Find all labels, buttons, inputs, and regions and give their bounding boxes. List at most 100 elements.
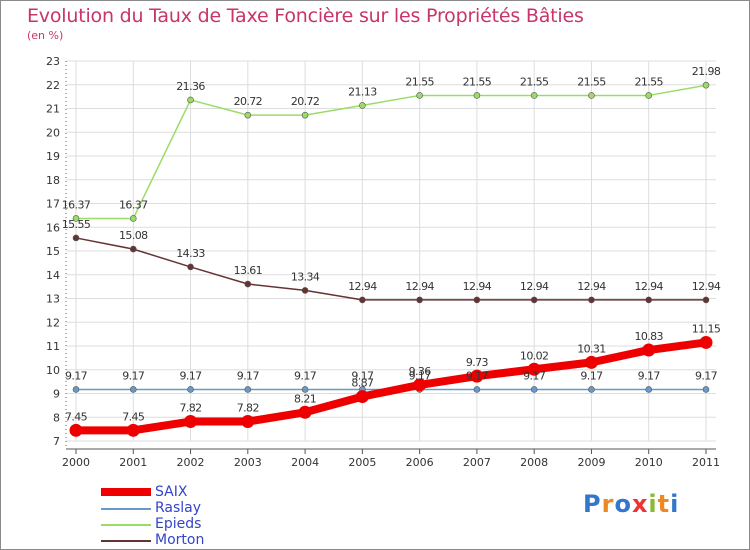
x-tick-label: 2005 — [348, 456, 376, 469]
unit-label: (en %) — [27, 29, 64, 42]
y-tick-label: 16 — [46, 221, 60, 234]
data-label-morton: 12.94 — [348, 280, 377, 293]
legend-label-epieds: Epieds — [155, 516, 202, 532]
data-label-morton: 12.94 — [405, 280, 434, 293]
data-point-raslay — [645, 386, 653, 393]
data-point-saix — [642, 343, 656, 357]
data-point-raslay — [72, 386, 80, 393]
data-label-saix: 7.82 — [179, 402, 201, 415]
legend-swatch-epieds — [101, 524, 151, 526]
data-label-epieds: 21.55 — [577, 75, 606, 88]
data-point-saix — [584, 355, 598, 369]
legend-swatch-saix — [101, 488, 151, 496]
data-point-epieds — [72, 215, 80, 222]
data-point-epieds — [129, 215, 137, 222]
data-point-epieds — [645, 92, 653, 99]
data-point-morton — [530, 296, 538, 304]
y-tick-label: 7 — [53, 435, 60, 448]
data-point-saix — [470, 369, 484, 383]
data-label-raslay: 9.17 — [351, 369, 374, 382]
data-point-morton — [588, 296, 595, 304]
data-point-morton — [359, 296, 366, 304]
series-line-saix — [76, 338, 707, 435]
data-label-morton: 12.94 — [634, 280, 663, 293]
y-tick-label: 12 — [46, 316, 60, 329]
data-point-epieds — [588, 92, 595, 99]
data-label-epieds: 21.55 — [405, 75, 434, 88]
legend-label-morton: Morton — [155, 532, 205, 548]
data-label-epieds: 16.37 — [119, 198, 148, 211]
data-point-morton — [244, 280, 252, 288]
data-point-raslay — [530, 386, 538, 393]
data-label-saix: 9.73 — [466, 356, 489, 369]
data-point-saix — [69, 423, 83, 437]
data-point-morton — [187, 263, 194, 271]
data-label-morton: 15.08 — [119, 229, 148, 242]
data-point-epieds — [702, 81, 710, 89]
data-label-raslay: 9.17 — [409, 369, 432, 382]
data-label-raslay: 9.17 — [294, 369, 317, 382]
data-label-epieds: 21.36 — [176, 80, 205, 93]
data-label-saix: 7.45 — [65, 410, 88, 423]
x-tick-label: 2002 — [177, 456, 205, 469]
data-point-saix — [355, 390, 369, 404]
legend-label-saix: SAIX — [155, 484, 188, 500]
data-label-saix: 8.87 — [351, 377, 374, 390]
data-label-epieds: 21.98 — [692, 65, 721, 78]
legend-swatch-morton — [101, 540, 151, 542]
data-label-epieds: 16.37 — [62, 198, 91, 211]
data-label-epieds: 21.55 — [634, 75, 663, 88]
data-point-epieds — [359, 102, 366, 109]
data-label-morton: 12.94 — [577, 280, 606, 293]
data-label-morton: 12.94 — [692, 280, 721, 293]
x-tick-label: 2008 — [520, 456, 548, 469]
y-tick-label: 23 — [46, 55, 60, 68]
data-point-raslay — [129, 386, 137, 393]
data-point-saix — [126, 423, 140, 437]
data-point-saix — [413, 378, 427, 392]
data-point-morton — [416, 296, 423, 304]
logo-letter: i — [648, 490, 658, 518]
data-label-saix: 7.45 — [122, 410, 145, 423]
data-point-raslay — [702, 386, 710, 393]
data-label-morton: 12.94 — [463, 280, 492, 293]
data-point-raslay — [473, 386, 481, 393]
chart-title: Evolution du Taux de Taxe Foncière sur l… — [27, 5, 584, 27]
logo-letter: t — [657, 490, 671, 518]
data-point-raslay — [244, 386, 252, 393]
y-tick-label: 17 — [46, 198, 60, 211]
data-point-morton — [129, 245, 137, 253]
data-label-raslay: 9.17 — [65, 369, 88, 382]
data-label-epieds: 21.55 — [520, 75, 549, 88]
y-tick-label: 21 — [46, 103, 60, 116]
data-label-morton: 14.33 — [176, 247, 205, 260]
y-tick-label: 15 — [46, 245, 60, 258]
data-label-saix: 11.15 — [692, 322, 721, 335]
y-tick-label: 18 — [46, 174, 60, 187]
y-tick-label: 10 — [46, 364, 60, 377]
data-point-saix — [699, 335, 713, 349]
y-tick-label: 8 — [53, 411, 60, 424]
data-label-saix: 8.21 — [294, 392, 316, 405]
series-line-epieds — [76, 84, 707, 220]
x-tick-label: 2011 — [692, 456, 720, 469]
x-tick-label: 2007 — [463, 456, 491, 469]
y-tick-label: 9 — [53, 388, 60, 401]
logo-letter: i — [670, 490, 680, 518]
data-label-raslay: 9.17 — [237, 369, 260, 382]
proxiti-logo: Proxiti — [583, 490, 679, 518]
data-point-morton — [645, 296, 653, 304]
logo-letter: x — [631, 490, 649, 518]
y-tick-label: 13 — [46, 293, 60, 306]
y-tick-label: 22 — [46, 79, 60, 92]
data-point-epieds — [530, 92, 538, 99]
data-point-saix — [527, 362, 541, 376]
data-label-epieds: 20.72 — [234, 95, 263, 108]
x-tick-label: 2006 — [406, 456, 434, 469]
data-label-raslay: 9.17 — [580, 369, 603, 382]
logo-letter: P — [583, 490, 602, 518]
x-tick-label: 2001 — [119, 456, 147, 469]
data-point-epieds — [244, 111, 252, 119]
data-label-epieds: 20.72 — [291, 95, 320, 108]
data-point-epieds — [187, 96, 194, 104]
